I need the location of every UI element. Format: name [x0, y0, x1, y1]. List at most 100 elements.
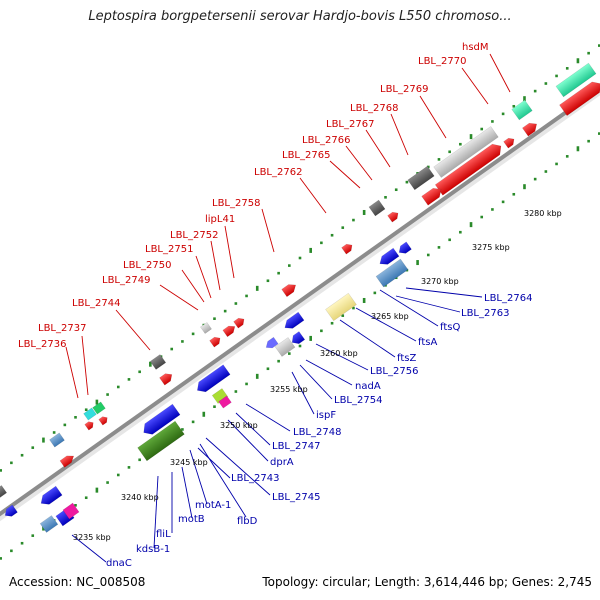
tick-dot [298, 344, 302, 348]
gene-feature [59, 455, 75, 468]
leader-line [205, 437, 271, 496]
gene-label-kdsb-1[interactable]: kdsB-1 [136, 544, 170, 555]
tick-dot [544, 170, 548, 173]
tick-dot [223, 309, 227, 313]
gene-label-motb[interactable]: motB [178, 514, 205, 525]
tick-dot [576, 58, 580, 64]
tick-dot [245, 382, 248, 386]
tick-dot [533, 177, 537, 181]
gene-feature [434, 143, 502, 196]
gene-label-lbl-2749[interactable]: LBL_2749 [102, 275, 150, 286]
leader-line [210, 240, 221, 291]
gene-label-lbl-2745[interactable]: LBL_2745 [272, 492, 320, 503]
tick-dot [255, 285, 259, 291]
leader-line [115, 309, 151, 351]
tick-dot [512, 104, 516, 108]
genome-summary-text: Topology: circular; Length: 3,614,446 bp… [262, 575, 592, 589]
tick-dot [373, 291, 377, 295]
tick-dot [309, 335, 312, 341]
tick-dot [405, 180, 409, 184]
gene-label-dnac[interactable]: dnaC [106, 558, 132, 569]
gene-feature [433, 126, 499, 178]
scale-label-3260: 3260 kbp [320, 349, 358, 358]
scale-label-3275: 3275 kbp [472, 243, 510, 252]
gene-feature [555, 62, 597, 98]
gene-feature [98, 416, 108, 426]
genome-backbone-shadow [0, 86, 600, 522]
tick-dot [277, 359, 280, 363]
gene-label-lbl-2764[interactable]: LBL_2764 [484, 293, 532, 304]
gene-label-lbl-2763[interactable]: LBL_2763 [461, 308, 509, 319]
gene-feature [222, 325, 236, 338]
gene-label-ispf[interactable]: ispF [316, 410, 336, 421]
gene-feature [511, 99, 533, 121]
gene-label-lbl-2768[interactable]: LBL_2768 [350, 103, 398, 114]
tick-dot [598, 44, 600, 47]
tick-dot [384, 196, 387, 199]
tick-dot [74, 504, 77, 507]
gene-label-lbl-2754[interactable]: LBL_2754 [334, 395, 382, 406]
tick-dot [587, 139, 590, 143]
gene-label-ftsa[interactable]: ftsA [418, 337, 437, 348]
tick-dot [459, 142, 462, 146]
tick-dot [213, 405, 216, 408]
tick-dot [459, 230, 462, 234]
gene-label-lbl-2751[interactable]: LBL_2751 [145, 244, 193, 255]
leader-line [153, 475, 159, 549]
tick-dot [555, 74, 558, 78]
tick-dot [63, 423, 67, 427]
leader-line [339, 319, 396, 358]
tick-dot [95, 399, 99, 405]
gene-label-dpra[interactable]: dprA [270, 457, 294, 468]
gene-label-lbl-2747[interactable]: LBL_2747 [272, 441, 320, 452]
gene-label-lbl-2744[interactable]: LBL_2744 [72, 298, 120, 309]
leader-line [299, 177, 327, 214]
tick-dot-rows [0, 44, 600, 560]
gene-label-flil[interactable]: fliL [156, 529, 171, 540]
tick-dot [127, 378, 131, 381]
gene-label-lbl-2758[interactable]: LBL_2758 [212, 198, 260, 209]
gene-label-ftsz[interactable]: ftsZ [397, 353, 416, 364]
tick-dot [245, 294, 248, 298]
gene-label-lbl-2765[interactable]: LBL_2765 [282, 150, 330, 161]
label-leader-lines [65, 53, 511, 563]
tick-dot [106, 393, 109, 396]
tick-dot [437, 158, 441, 161]
gene-feature [379, 247, 400, 265]
gene-label-lbl-2743[interactable]: LBL_2743 [231, 473, 279, 484]
leader-line [305, 359, 353, 386]
tick-dot [106, 481, 109, 484]
gene-label-lbl-2770[interactable]: LBL_2770 [418, 56, 466, 67]
gene-feature [4, 504, 18, 517]
gene-label-nada[interactable]: nadA [355, 381, 381, 392]
gene-label-mota-1[interactable]: motA-1 [195, 500, 231, 511]
gene-label-liplp41[interactable]: lipL41 [205, 214, 235, 225]
leader-line [245, 403, 291, 432]
tick-dot [469, 134, 473, 140]
gene-label-lbl-2750[interactable]: LBL_2750 [123, 260, 171, 271]
tick-dot [149, 361, 152, 367]
tick-dot [42, 437, 45, 443]
gene-label-lbl-2756[interactable]: LBL_2756 [370, 366, 418, 377]
gene-feature [233, 317, 245, 329]
gene-label-lbl-2762[interactable]: LBL_2762 [254, 167, 302, 178]
leader-line [365, 129, 391, 168]
gene-label-lbl-2748[interactable]: LBL_2748 [293, 427, 341, 438]
gene-feature [398, 241, 412, 254]
gene-label-lbl-2766[interactable]: LBL_2766 [302, 135, 350, 146]
gene-feature [522, 122, 538, 137]
gene-label-flbd[interactable]: flbD [237, 516, 258, 527]
tick-dot [234, 390, 238, 393]
tick-dot [448, 150, 451, 154]
tick-dot [437, 246, 441, 249]
gene-label-lbl-2736[interactable]: LBL_2736 [18, 339, 66, 350]
gene-label-lbl-2737[interactable]: LBL_2737 [38, 323, 86, 334]
gene-label-lbl-2769[interactable]: LBL_2769 [380, 84, 428, 95]
gene-label-hsdm[interactable]: hsdM [462, 42, 489, 53]
gene-label-lbl-2752[interactable]: LBL_2752 [170, 230, 218, 241]
tick-dot [202, 411, 206, 417]
gene-label-ftsq[interactable]: ftsQ [440, 322, 460, 333]
gene-features [0, 62, 600, 533]
leader-line [379, 289, 439, 327]
gene-label-lbl-2767[interactable]: LBL_2767 [326, 119, 374, 130]
